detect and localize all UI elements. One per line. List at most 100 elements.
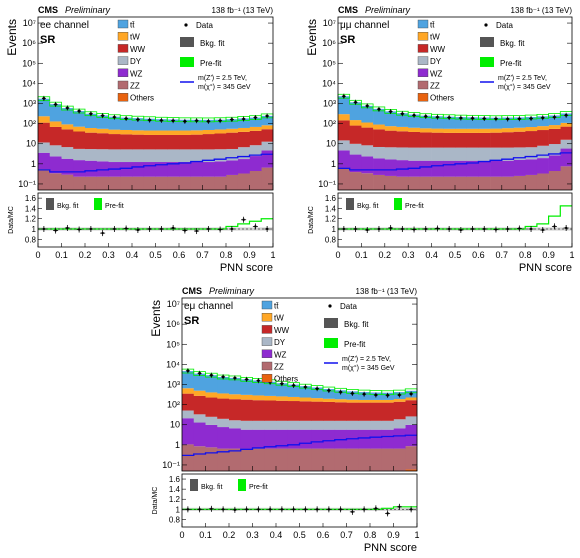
stack-bar-ZZ-18	[393, 448, 406, 471]
legend-swatch-ttbar	[417, 19, 429, 29]
stack-bar-DY-10	[299, 420, 312, 430]
x-tick-label: 0.6	[173, 250, 186, 260]
ratio-point-6	[411, 226, 417, 233]
stack-bar-tW-9	[143, 130, 156, 135]
stack-bar-WW-6	[108, 134, 121, 150]
y-tick-label: 10⁷	[23, 18, 36, 28]
data-point-15	[517, 116, 522, 122]
stack-bar-tW-4	[229, 394, 242, 400]
ratio-tick-label: 1	[32, 225, 37, 234]
x-tick-label: 0.4	[270, 530, 283, 540]
stack-bar-WZ-5	[96, 161, 109, 177]
stack-bar-WW-9	[143, 134, 156, 150]
stack-bar-tW-3	[373, 124, 386, 130]
stack-bar-ZZ-14	[346, 448, 359, 471]
stack-bar-ZZ-3	[217, 448, 230, 471]
stack-bar-tW-19	[560, 122, 573, 127]
y-tick-label: 10⁷	[167, 299, 180, 309]
stack-bar-DY-11	[311, 420, 324, 430]
ratio-point-14	[205, 226, 211, 232]
region-label: SR	[340, 34, 355, 46]
ratio-point-16	[528, 226, 534, 232]
stack-bar-DY-9	[443, 147, 456, 161]
legend-label: Others	[430, 94, 454, 103]
ratio-point-marker	[54, 229, 57, 232]
stack-bar-tt̄-15	[214, 119, 227, 130]
legend-swatch-Others	[261, 374, 273, 383]
stack-bar-WW-10	[455, 132, 467, 148]
stack-bar-tW-8	[431, 128, 444, 133]
legend-bkgfit-swatch	[324, 318, 338, 328]
stack-bar-ZZ-7	[419, 176, 432, 190]
stack-bar-WZ-12	[179, 162, 192, 177]
ratio-frame	[181, 473, 418, 528]
stack-bar-tt̄-10	[299, 386, 312, 398]
data-point-12	[182, 118, 187, 124]
ratio-point-7	[267, 506, 273, 513]
stack-bar-WZ-1	[349, 154, 362, 173]
stack-bar-tt̄-4	[384, 111, 397, 127]
stack-bar-WW-4	[229, 399, 242, 421]
y-tick-label: 10⁷	[323, 18, 336, 28]
legend-label: Bkg. fit	[500, 39, 525, 48]
stack-bar-ZZ-1	[49, 173, 62, 190]
data-point-1	[197, 370, 202, 376]
ratio-legend-prefit-swatch	[94, 198, 102, 210]
data-point-4	[388, 109, 393, 115]
stack-bar-WZ-18	[548, 155, 561, 172]
stack-bar-tW-15	[358, 399, 371, 403]
x-tick-label: 0.7	[496, 250, 509, 260]
stack-bar-WW-5	[240, 399, 253, 421]
stack-bar-tW-13	[190, 130, 203, 135]
stack-bar-tW-0	[182, 388, 195, 394]
data-point-8	[435, 114, 440, 120]
stack-bar-DY-7	[419, 147, 432, 161]
ratio-point-0	[341, 226, 347, 232]
stack-bar-tt̄-11	[167, 119, 180, 131]
stack-bar-DY-8	[431, 147, 444, 161]
data-point-marker	[54, 103, 58, 106]
stack-bar-WW-16	[525, 131, 538, 148]
stack-bar-tW-3	[73, 126, 86, 132]
stack-bar-WZ-17	[536, 158, 549, 174]
stack-bar-tt̄-0	[182, 371, 195, 389]
legend-label: ZZ	[130, 82, 140, 91]
stack-bar-DY-4	[384, 147, 397, 160]
stack-bar-DY-1	[49, 145, 62, 157]
ratio-point-1	[53, 227, 59, 234]
stack-bar-ZZ-11	[311, 448, 324, 471]
stack-bar-tW-3	[217, 393, 230, 399]
stack-bar-ZZ-15	[513, 175, 526, 190]
y-tick-label: 10⁵	[322, 58, 336, 68]
data-point-marker	[412, 113, 416, 117]
stack-bar-WZ-7	[264, 429, 277, 449]
stack-bar-tW-8	[132, 130, 145, 135]
data-point-9	[147, 117, 152, 123]
y-tick-label: 10³	[323, 99, 336, 109]
stack-bar-ZZ-14	[202, 176, 215, 190]
x-tick-label: 1	[414, 530, 419, 540]
ratio-point-marker	[409, 508, 413, 511]
legend-swatch-ttbar	[117, 19, 129, 29]
stack-bar-WW-7	[264, 400, 277, 421]
stack-bar-ZZ-1	[193, 446, 206, 471]
legend-data-marker	[184, 23, 188, 27]
data-point-17	[385, 392, 390, 398]
stack-bar-WZ-0	[338, 150, 350, 168]
ratio-point-marker	[459, 228, 463, 232]
stack-bar-tt̄-4	[229, 377, 242, 395]
x-tick-label: 0.8	[519, 250, 532, 260]
stack-bar-ZZ-0	[338, 167, 350, 190]
legend-label: Others	[274, 375, 298, 384]
stack-bar-ZZ-19	[261, 167, 274, 190]
stack-bar-WZ-15	[214, 161, 227, 177]
stack-bar-ZZ-3	[73, 176, 86, 190]
x-tick-label: 0.8	[220, 250, 233, 260]
y-tick-label: 10⁻¹	[162, 460, 180, 470]
stack-bar-WW-17	[536, 130, 549, 146]
ratio-point-17	[241, 216, 247, 223]
data-point-marker	[315, 387, 319, 391]
stack-bar-tt̄-11	[311, 387, 324, 399]
data-point-4	[88, 111, 93, 117]
ratio-y-axis-label: Data/MC	[308, 206, 315, 234]
